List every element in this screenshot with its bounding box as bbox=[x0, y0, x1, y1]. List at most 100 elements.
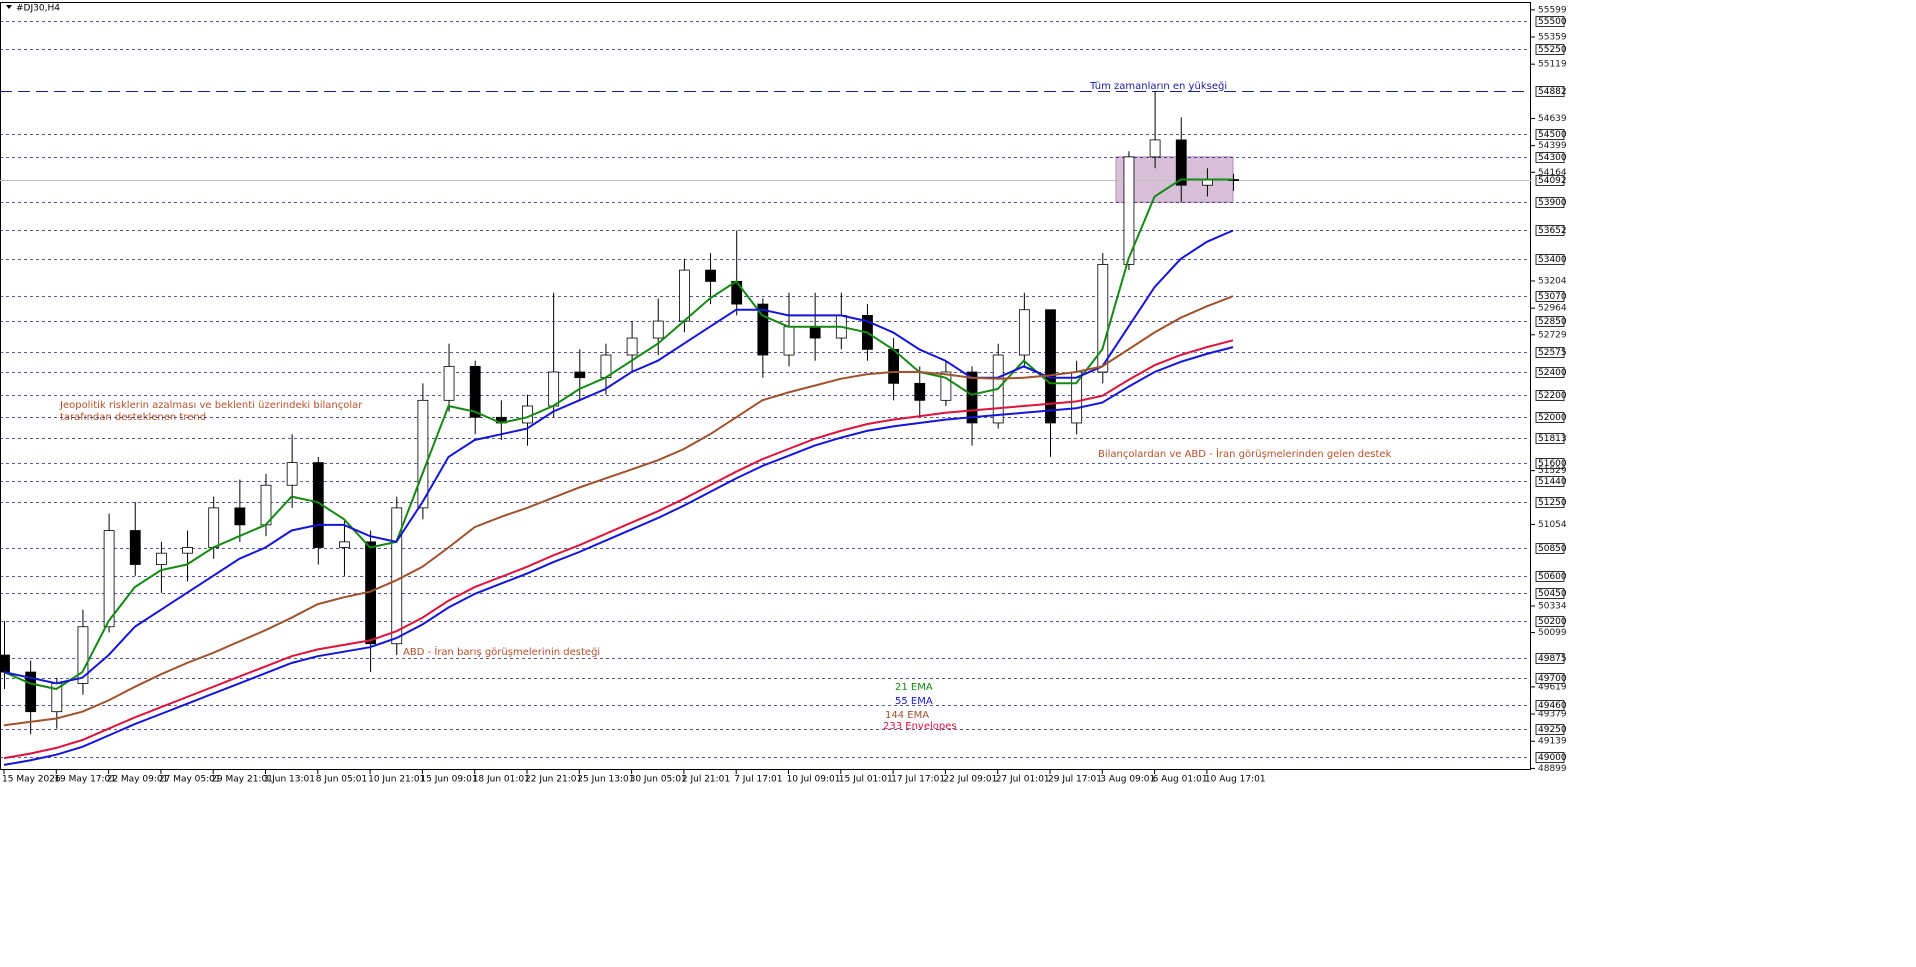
candle-body bbox=[0, 654, 10, 673]
candle-body bbox=[469, 365, 481, 418]
level-box bbox=[1535, 588, 1565, 599]
level-label: 55500 bbox=[1538, 17, 1567, 27]
level-label: 54300 bbox=[1538, 153, 1567, 163]
x-tick-label: 15 Jul 01:01 bbox=[839, 775, 893, 785]
level-label: 53900 bbox=[1538, 198, 1567, 208]
level-label: 50450 bbox=[1538, 589, 1567, 599]
x-tick-label: 25 Jun 13:01 bbox=[577, 775, 634, 785]
indicator-line bbox=[3, 346, 1234, 766]
level-box bbox=[1535, 16, 1565, 27]
level-box bbox=[1535, 197, 1565, 208]
level-box bbox=[1535, 458, 1565, 469]
candle-body bbox=[77, 626, 89, 684]
candle-body bbox=[940, 371, 952, 401]
level-label: 49000 bbox=[1538, 753, 1567, 763]
candle-body bbox=[914, 382, 926, 401]
x-tick-label: 29 Jul 17:01 bbox=[1048, 775, 1102, 785]
y-tick-label: 50099 bbox=[1538, 628, 1567, 638]
level-box bbox=[1535, 673, 1565, 684]
candle-body bbox=[705, 269, 716, 282]
x-tick-label: 10 Jun 21:01 bbox=[368, 775, 425, 785]
candle-body bbox=[652, 320, 664, 339]
annotation: ABD - İran barış görüşmelerinin desteği bbox=[403, 645, 600, 658]
candle-body bbox=[574, 371, 586, 379]
candle-body bbox=[1175, 139, 1187, 186]
y-tick-label: 49139 bbox=[1538, 737, 1567, 747]
x-tick-label: 15 May 2026 bbox=[2, 775, 61, 785]
annotation: Bilançolardan ve ABD - İran görüşmelerin… bbox=[1098, 447, 1392, 460]
level-box bbox=[1535, 44, 1565, 55]
level-box bbox=[1535, 412, 1565, 423]
candle-body bbox=[1123, 156, 1135, 265]
level-label: 53400 bbox=[1538, 255, 1567, 265]
candle-body bbox=[417, 399, 429, 509]
candle-body bbox=[548, 371, 560, 407]
level-box bbox=[1535, 653, 1565, 664]
legend-label: 21 EMA bbox=[895, 682, 933, 693]
x-tick-label: 18 Jun 01:01 bbox=[473, 775, 530, 785]
candle-body bbox=[286, 462, 298, 486]
level-box bbox=[1535, 254, 1565, 265]
y-tick-label: 51054 bbox=[1538, 520, 1567, 530]
x-tick-label: 2 Jul 21:01 bbox=[682, 775, 730, 785]
candle-body bbox=[809, 326, 821, 339]
level-box bbox=[1535, 291, 1565, 302]
level-box bbox=[1535, 571, 1565, 582]
candle-body bbox=[1018, 309, 1030, 356]
legend-label: 55 EMA bbox=[895, 696, 933, 707]
level-box bbox=[1535, 476, 1565, 487]
current-price-label: 54092 bbox=[1538, 176, 1567, 186]
candle-body bbox=[626, 337, 638, 356]
level-box bbox=[1535, 152, 1565, 163]
legend-label: 233 Envelopes bbox=[883, 721, 957, 732]
x-tick-label: 6 Aug 01:01 bbox=[1153, 775, 1208, 785]
x-tick-label: 19 May 17:01 bbox=[54, 775, 116, 785]
y-tick-label: 48899 bbox=[1538, 764, 1567, 774]
x-tick-label: 22 May 09:01 bbox=[107, 775, 169, 785]
x-tick-label: 7 Jul 17:01 bbox=[734, 775, 782, 785]
x-tick-label: 27 Jul 01:01 bbox=[996, 775, 1050, 785]
candle-body bbox=[155, 552, 167, 565]
x-tick-label: 10 Aug 17:01 bbox=[1205, 775, 1266, 785]
y-tick-label: 55119 bbox=[1538, 60, 1567, 70]
current-price-box bbox=[1535, 175, 1565, 186]
level-label: 54500 bbox=[1538, 130, 1567, 140]
x-tick-label: 10 Jul 09:01 bbox=[787, 775, 841, 785]
x-tick-label: 30 Jun 05:01 bbox=[630, 775, 687, 785]
level-label: 49250 bbox=[1538, 725, 1567, 735]
candle-body bbox=[757, 303, 769, 356]
y-tick-label: 50334 bbox=[1538, 601, 1567, 611]
level-label: 50600 bbox=[1538, 572, 1567, 582]
candle-body bbox=[1097, 264, 1109, 373]
candle-body bbox=[1045, 309, 1056, 424]
level-box bbox=[1535, 700, 1565, 711]
x-tick-label: 15 Jun 09:01 bbox=[420, 775, 477, 785]
candle-body bbox=[103, 530, 115, 628]
level-box bbox=[1535, 367, 1565, 378]
annotation: Jeopolitik risklerin azalması ve beklent… bbox=[59, 400, 363, 411]
y-tick-label: 54399 bbox=[1538, 141, 1567, 151]
y-tick-label: 55359 bbox=[1538, 32, 1567, 42]
x-tick-label: 22 Jul 09:01 bbox=[943, 775, 997, 785]
x-tick-label: 17 Jul 17:01 bbox=[891, 775, 945, 785]
indicator-line bbox=[3, 339, 1234, 760]
level-box bbox=[1535, 752, 1565, 763]
indicator-line bbox=[3, 229, 1234, 685]
annotation: Tüm zamanların en yükseği bbox=[1089, 80, 1227, 92]
ath-label: 54882 bbox=[1538, 87, 1567, 97]
level-label: 51600 bbox=[1538, 459, 1567, 469]
level-box bbox=[1535, 543, 1565, 554]
candle-body bbox=[260, 484, 272, 526]
level-label: 52575 bbox=[1538, 348, 1567, 358]
level-label: 51813 bbox=[1538, 434, 1567, 444]
level-box bbox=[1535, 497, 1565, 508]
x-tick-label: 22 Jun 21:01 bbox=[525, 775, 582, 785]
candle-body bbox=[234, 507, 246, 526]
y-tick-label: 54164 bbox=[1538, 168, 1567, 178]
y-tick-label: 49379 bbox=[1538, 710, 1567, 720]
level-label: 51440 bbox=[1538, 477, 1567, 487]
indicator-line bbox=[3, 295, 1234, 727]
level-label: 53652 bbox=[1538, 226, 1567, 236]
candle-body bbox=[731, 281, 743, 305]
level-box bbox=[1535, 616, 1565, 627]
